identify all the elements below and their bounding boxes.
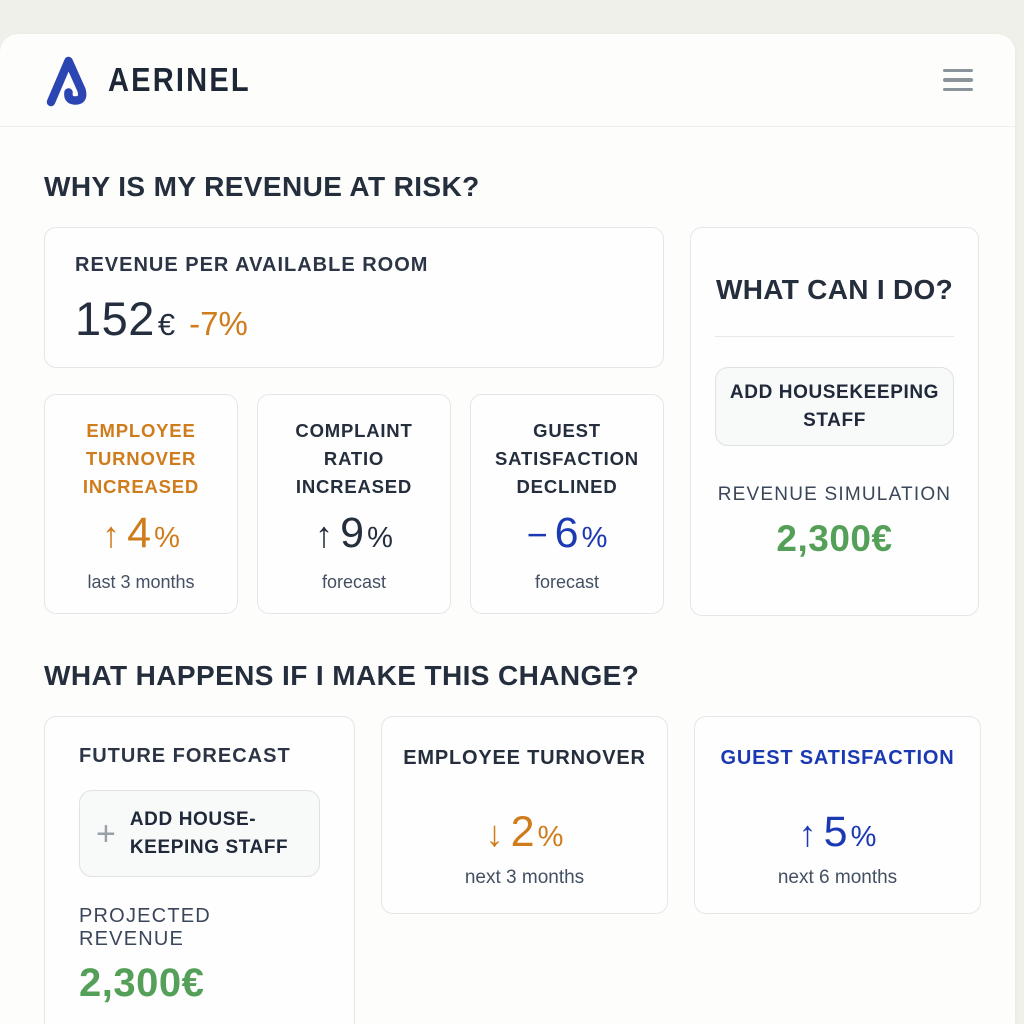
- aerinel-logo-icon: [46, 56, 87, 107]
- indicator-card-employee-turnover: EMPLOYEE TURNOVER INCREASED ↑ 4 % last 3…: [44, 394, 238, 614]
- minus-icon: −: [526, 514, 548, 555]
- indicator-grid: EMPLOYEE TURNOVER INCREASED ↑ 4 % last 3…: [44, 394, 664, 614]
- revpar-amount: 152: [75, 292, 155, 345]
- indicator-card-complaint-ratio: COMPLAINT RATIO INCREASED ↑ 9 % forecast: [257, 394, 451, 614]
- metric-value: 4: [127, 509, 152, 557]
- indicator-title: EMPLOYEE TURNOVER INCREASED: [82, 420, 200, 497]
- revpar-card: REVENUE PER AVAILABLE ROOM 152 € -7%: [44, 227, 664, 368]
- brand-title: AERINEL: [108, 61, 251, 98]
- outcome-metric: ↓ 2 %: [486, 808, 564, 857]
- projected-revenue-label: PROJECTED REVENUE: [79, 905, 211, 951]
- future-forecast-label: FUTURE FORECAST: [79, 745, 291, 767]
- percent-sign: %: [850, 821, 877, 853]
- risk-left-column: REVENUE PER AVAILABLE ROOM 152 € -7% EMP…: [44, 227, 664, 614]
- indicator-card-guest-satisfaction: GUEST SATISFACTION DECLINED − 6 % foreca…: [470, 394, 664, 614]
- main-content: WHY IS MY REVENUE AT RISK? REVENUE PER A…: [0, 127, 1015, 1024]
- indicator-metric: ↑ 4 %: [102, 509, 180, 558]
- section-title-change-impact: WHAT HAPPENS IF I MAKE THIS CHANGE?: [44, 660, 640, 691]
- divider: [715, 336, 954, 338]
- indicator-title: COMPLAINT RATIO INCREASED: [295, 420, 413, 497]
- percent-sign: %: [537, 821, 564, 853]
- revpar-label: REVENUE PER AVAILABLE ROOM: [75, 254, 429, 276]
- metric-value: 5: [823, 808, 848, 856]
- outcome-metric: ↑ 5 %: [799, 808, 877, 857]
- add-housekeeping-staff-forecast-button[interactable]: + ADD HOUSE-KEEPING STAFF: [79, 790, 320, 878]
- euro-symbol: €: [157, 307, 176, 342]
- outcome-caption: next 6 months: [777, 867, 898, 888]
- menu-bar: [943, 87, 973, 92]
- percent-sign: %: [367, 522, 393, 554]
- outcome-title: GUEST SATISFACTION: [720, 747, 955, 769]
- metric-value: 2: [510, 808, 535, 856]
- revpar-value: 152 € -7%: [75, 291, 633, 346]
- projected-revenue-value: 2,300€: [79, 961, 205, 1006]
- revenue-simulation-value: 2,300€: [776, 518, 893, 560]
- app-panel: AERINEL WHY IS MY REVENUE AT RISK? REVEN…: [0, 34, 1015, 1024]
- percent-sign: %: [154, 522, 180, 554]
- action-card-title: WHAT CAN I DO?: [716, 274, 953, 305]
- revenue-simulation-label: REVENUE SIMULATION: [717, 484, 952, 506]
- what-can-i-do-card: WHAT CAN I DO? ADD HOUSEKEEPING STAFF RE…: [690, 227, 979, 616]
- metric-value: 9: [340, 509, 365, 557]
- outcome-title: EMPLOYEE TURNOVER: [403, 747, 646, 769]
- outcome-caption: next 3 months: [464, 867, 585, 888]
- indicator-title: GUEST SATISFACTION DECLINED: [495, 420, 639, 497]
- indicator-caption: forecast: [534, 572, 600, 592]
- menu-bar: [943, 68, 973, 73]
- outcome-card-guest-satisfaction: GUEST SATISFACTION ↑ 5 % next 6 months: [694, 716, 981, 914]
- arrow-down-icon: ↓: [485, 813, 504, 854]
- app-header: AERINEL: [0, 34, 1015, 127]
- forecast-button-label: ADD HOUSE-KEEPING STAFF: [129, 809, 289, 858]
- indicator-caption: forecast: [321, 572, 387, 592]
- menu-bar: [943, 78, 973, 82]
- arrow-up-icon: ↑: [798, 813, 817, 854]
- metric-value: 6: [554, 509, 579, 557]
- future-forecast-card: FUTURE FORECAST + ADD HOUSE-KEEPING STAF…: [44, 716, 355, 1024]
- percent-sign: %: [581, 522, 608, 554]
- outcome-card-employee-turnover: EMPLOYEE TURNOVER ↓ 2 % next 3 months: [381, 716, 668, 914]
- arrow-up-icon: ↑: [102, 514, 121, 555]
- indicator-caption: last 3 months: [87, 572, 195, 592]
- indicator-metric: ↑ 9 %: [315, 509, 393, 558]
- plus-icon: +: [96, 814, 116, 853]
- arrow-up-icon: ↑: [315, 514, 334, 555]
- add-housekeeping-staff-button[interactable]: ADD HOUSEKEEPING STAFF: [715, 367, 954, 447]
- hamburger-menu-icon[interactable]: [941, 63, 975, 98]
- revpar-delta: -7%: [189, 305, 248, 342]
- section-title-revenue-risk: WHY IS MY REVENUE AT RISK?: [44, 171, 480, 202]
- indicator-metric: − 6 %: [527, 509, 608, 558]
